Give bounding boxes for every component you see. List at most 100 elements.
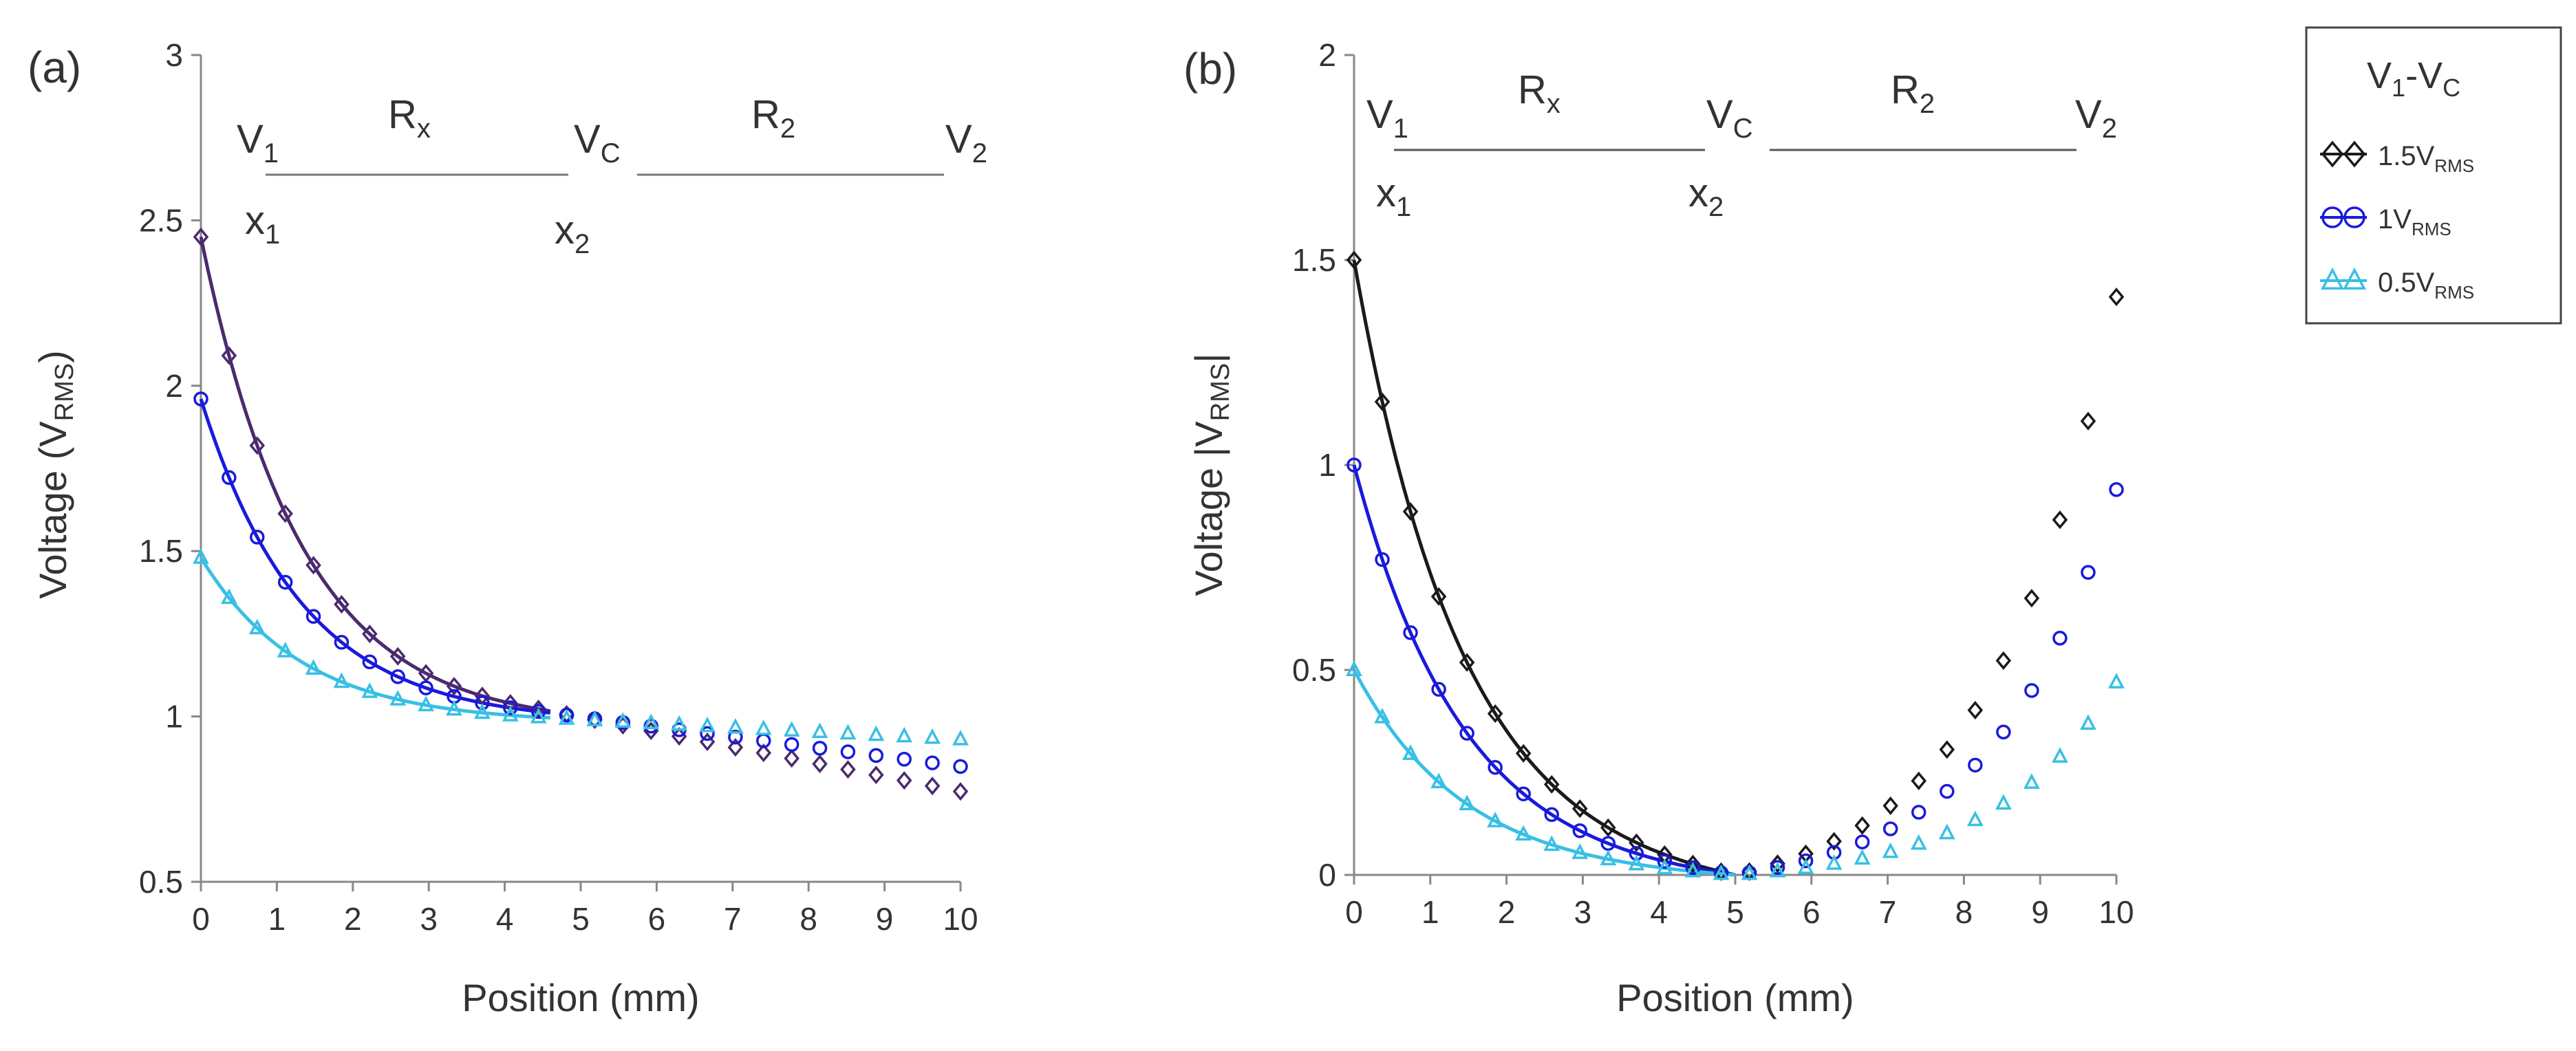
panel-a-point-0.5V_RMS <box>530 707 547 724</box>
panel-b-point-0.5V_RMS <box>1797 858 1814 874</box>
panel-a-x-tick-label: 4 <box>496 901 514 937</box>
panel-b-x-tick-label: 4 <box>1650 894 1668 930</box>
panel-b-y-tick-label: 1.5 <box>1292 242 1336 278</box>
panel-b-point-1V_RMS <box>1403 625 1418 640</box>
panel-a-point-1V_RMS <box>812 740 828 756</box>
panel-a-x-tick-label: 6 <box>648 901 666 937</box>
panel-b-point-1.5V_RMS <box>1346 250 1362 270</box>
panel-a-y-tick-label: 1.5 <box>139 533 183 569</box>
panel-a-point-0.5V_RMS <box>811 722 828 738</box>
panel-b-point-0.5V_RMS <box>1459 794 1476 810</box>
panel-a-point-0.5V_RMS <box>418 695 435 712</box>
panel-a-point-0.5V_RMS <box>502 706 519 722</box>
panel-a-point-0.5V_RMS <box>248 618 266 635</box>
panel-b-point-1.5V_RMS <box>1543 774 1560 794</box>
panel-b-fit-line-1.5V_RMS <box>1352 259 1736 877</box>
panel-a-point-1.5V_RMS <box>389 647 406 666</box>
panel-a-y-tick-label: 0.5 <box>139 864 183 900</box>
panel-b-y-label: Voltage |VRMS| <box>1187 353 1235 596</box>
panel-a-fit-line-1.5V_RMS <box>199 236 551 713</box>
panel-b-x-tick-label: 6 <box>1803 894 1821 930</box>
panel-a-point-1V_RMS <box>559 707 575 723</box>
panel-b-point-1V_RMS <box>1996 724 2011 740</box>
panel-b-x-tick-label: 9 <box>2031 894 2049 930</box>
panel-b-point-1V_RMS <box>1488 759 1503 775</box>
panel-a-point-0.5V_RMS <box>446 700 462 716</box>
panel-a-point-1V_RMS <box>503 700 518 715</box>
panel-a-label: (a) <box>28 43 81 92</box>
panel-a-point-0.5V_RMS <box>783 721 800 737</box>
panel-a-point-1.5V_RMS <box>924 777 941 796</box>
panel-a-y-tick-label: 2 <box>165 368 183 404</box>
panel-b-point-0.5V_RMS <box>1571 843 1589 859</box>
panel-a-y-tick-label: 3 <box>165 37 183 73</box>
panel-a-point-0.5V_RMS <box>220 588 237 605</box>
panel-a-point-0.5V_RMS <box>755 719 772 735</box>
panel-b-point-1V_RMS <box>2081 565 2096 580</box>
panel-b-y-tick-label: 2 <box>1318 37 1336 73</box>
panel-b-x-label: Position (mm) <box>1616 976 1854 1019</box>
panel-a-point-1V_RMS <box>193 391 208 407</box>
panel-b-point-0.5V_RMS <box>1769 861 1786 878</box>
panel-a-point-1.5V_RMS <box>446 677 462 696</box>
panel-a-point-1V_RMS <box>334 634 350 650</box>
panel-b-point-0.5V_RMS <box>1966 810 1984 827</box>
panel-b-y-tick-label: 0.5 <box>1292 652 1336 688</box>
panel-b-x2: x2 <box>1688 171 1724 222</box>
panel-a-x-tick-label: 5 <box>572 901 590 937</box>
panel-b-point-1.5V_RMS <box>1515 744 1532 763</box>
panel-a-point-0.5V_RMS <box>558 709 575 725</box>
panel-b-point-0.5V_RMS <box>1346 660 1362 676</box>
panel-b-point-0.5V_RMS <box>1656 858 1673 875</box>
panel-b-point-0.5V_RMS <box>2052 747 2068 763</box>
panel-a-point-0.5V_RMS <box>671 715 688 731</box>
panel-a-x-label: Position (mm) <box>462 976 699 1019</box>
panel-b-y-tick-label: 0 <box>1318 857 1336 893</box>
panel-b-point-1.5V_RMS <box>1600 818 1616 837</box>
panel-b-point-1.5V_RMS <box>1826 832 1842 851</box>
panel-b-schematic: V1 Rx VC R2 V2 x1 x2 <box>1366 67 2117 222</box>
panel-b-x-tick-label: 1 <box>1421 894 1439 930</box>
panel-a-x-tick-label: 9 <box>876 901 894 937</box>
panel-b-point-1V_RMS <box>1882 821 1898 836</box>
panel-a-point-0.5V_RMS <box>614 712 632 728</box>
panel-b-point-1.5V_RMS <box>1430 587 1447 606</box>
panel-a-point-1V_RMS <box>728 729 743 745</box>
panel-a-x-tick-label: 7 <box>724 901 742 937</box>
legend-label: 0.5VRMS <box>2378 268 2474 303</box>
panel-b-label: (b) <box>1183 44 1237 94</box>
panel-b-point-1V_RMS <box>1770 860 1785 875</box>
panel-b-point-1.5V_RMS <box>2024 589 2040 608</box>
panel-a-point-1V_RMS <box>784 737 799 752</box>
panel-b-point-0.5V_RMS <box>1628 854 1645 871</box>
panel-a-point-0.5V_RMS <box>193 548 209 564</box>
panel-a-point-0.5V_RMS <box>361 682 378 698</box>
panel-b-point-0.5V_RMS <box>1882 842 1899 858</box>
panel-b-point-1V_RMS <box>2109 482 2124 497</box>
panel-a-point-1.5V_RMS <box>812 755 828 774</box>
panel-b-x-tick-label: 7 <box>1879 894 1897 930</box>
panel-a-point-1V_RMS <box>925 755 940 770</box>
panel-a-point-1V_RMS <box>390 669 405 684</box>
panel-a-point-1.5V_RMS <box>305 556 321 575</box>
panel-a-v1: V1 <box>237 117 279 169</box>
panel-b-point-0.5V_RMS <box>1854 849 1871 865</box>
legend-label: 1VRMS <box>2378 204 2451 239</box>
panel-b-v2: V2 <box>2075 92 2117 144</box>
panel-a-point-0.5V_RMS <box>389 690 407 706</box>
panel-b-point-1V_RMS <box>1798 853 1814 869</box>
panel-b-point-1V_RMS <box>1572 823 1588 838</box>
panel-b-point-0.5V_RMS <box>2108 673 2125 689</box>
panel-b-point-1V_RMS <box>1940 783 1955 799</box>
panel-b-point-0.5V_RMS <box>1543 835 1560 852</box>
panel-b-x-tick-label: 10 <box>2099 894 2134 930</box>
panel-a-x-tick-label: 3 <box>420 901 438 937</box>
panel-a-point-1.5V_RMS <box>784 749 799 768</box>
panel-b-point-0.5V_RMS <box>1825 854 1843 870</box>
panel-a-point-0.5V_RMS <box>727 717 744 734</box>
panel-b-point-1V_RMS <box>1685 860 1701 876</box>
panel-b-point-1V_RMS <box>1600 836 1616 851</box>
legend-title: V1-VC <box>2367 55 2460 102</box>
panel-b-point-1.5V_RMS <box>2080 411 2096 431</box>
